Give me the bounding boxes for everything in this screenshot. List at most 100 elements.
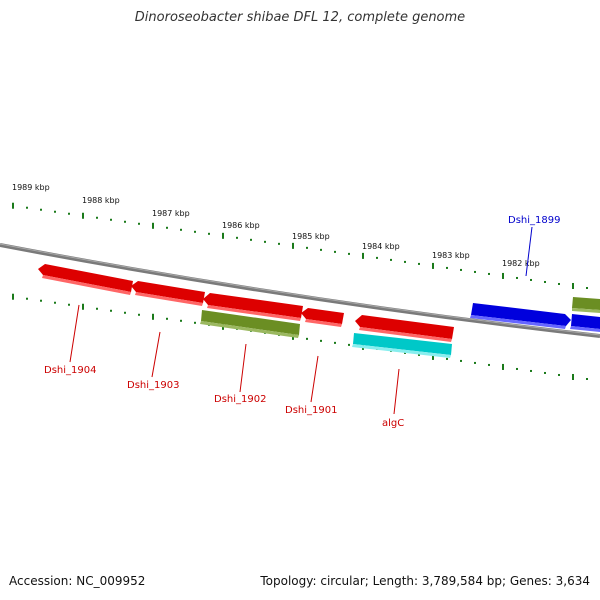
- lower-scale-minor-tick: [306, 337, 308, 340]
- feature-bar-olive-right: [572, 297, 600, 313]
- accession-text: Accession: NC_009952: [9, 574, 146, 588]
- callout-line-dshi-1902: [239, 343, 247, 393]
- kbp-label-1989: 1989 kbp: [12, 183, 50, 192]
- upper-scale-minor-tick: [68, 212, 70, 215]
- callout-line-dshi-1899: [525, 226, 533, 277]
- genome-title: Dinoroseobacter shibae DFL 12, complete …: [134, 10, 466, 25]
- lower-scale-minor-tick: [40, 299, 42, 302]
- upper-scale-minor-tick: [54, 210, 56, 213]
- upper-scale-minor-tick: [530, 278, 532, 281]
- gene-label-dshi-1903[interactable]: Dshi_1903: [127, 380, 179, 391]
- callout-line-dshi-1901: [310, 355, 319, 403]
- upper-scale-minor-tick: [138, 222, 140, 225]
- lower-scale-minor-tick: [586, 377, 588, 380]
- upper-scale-minor-tick: [320, 248, 322, 251]
- kbp-label-1986: 1986 kbp: [222, 221, 260, 230]
- lower-scale-major-tick: [572, 373, 574, 380]
- upper-scale-minor-tick: [208, 232, 210, 235]
- genome-backbone-line: [0, 243, 600, 338]
- lower-scale-major-tick: [12, 293, 14, 300]
- lower-scale-minor-tick: [488, 363, 490, 366]
- upper-scale-minor-tick: [306, 246, 308, 249]
- upper-scale-major-tick: [152, 222, 154, 229]
- upper-scale-minor-tick: [180, 228, 182, 231]
- lower-scale-minor-tick: [124, 311, 126, 314]
- upper-scale-minor-tick: [488, 272, 490, 275]
- genome-backbone-highlight: [0, 243, 600, 336]
- lower-scale-minor-tick: [96, 307, 98, 310]
- lower-scale-minor-tick: [460, 359, 462, 362]
- upper-scale-minor-tick: [404, 260, 406, 263]
- callout-line-dshi-1903: [151, 331, 161, 378]
- kbp-label-1984: 1984 kbp: [362, 242, 400, 251]
- upper-scale-major-tick: [572, 282, 574, 289]
- gene-label-algc[interactable]: algC: [382, 418, 404, 429]
- gene-label-dshi-1904[interactable]: Dshi_1904: [44, 365, 96, 376]
- upper-scale-minor-tick: [124, 220, 126, 223]
- lower-scale-minor-tick: [26, 297, 28, 300]
- upper-scale-minor-tick: [110, 218, 112, 221]
- upper-scale-minor-tick: [334, 250, 336, 253]
- lower-scale-minor-tick: [558, 373, 560, 376]
- gene-arrow-dshi-1903[interactable]: [131, 281, 205, 306]
- gene-arrow-dshi-1904[interactable]: [38, 264, 133, 295]
- feature-bar-cyan-algc: [352, 333, 452, 358]
- lower-scale-minor-tick: [180, 319, 182, 322]
- upper-scale-minor-tick: [348, 252, 350, 255]
- upper-scale-major-tick: [502, 272, 504, 279]
- lower-scale-minor-tick: [516, 367, 518, 370]
- upper-scale-major-tick: [362, 252, 364, 259]
- gene-arrow-dshi-1899[interactable]: [470, 303, 571, 329]
- feature-bar-olive-1902: [200, 310, 300, 338]
- upper-scale-minor-tick: [166, 226, 168, 229]
- kbp-label-1982: 1982 kbp: [502, 259, 540, 268]
- lower-scale-minor-tick: [320, 339, 322, 342]
- upper-scale-major-tick: [12, 202, 14, 209]
- upper-scale-minor-tick: [40, 208, 42, 211]
- upper-tick-scale: [12, 202, 588, 289]
- upper-scale-minor-tick: [446, 266, 448, 269]
- lower-scale-minor-tick: [54, 301, 56, 304]
- gene-arrow-dshi-1901[interactable]: [301, 308, 344, 327]
- lower-scale-minor-tick: [334, 341, 336, 344]
- lower-scale-minor-tick: [418, 353, 420, 356]
- upper-scale-minor-tick: [250, 238, 252, 241]
- gene-arrow-blue-right[interactable]: [570, 314, 600, 332]
- lower-scale-minor-tick: [194, 321, 196, 324]
- lower-scale-minor-tick: [68, 303, 70, 306]
- callout-line-dshi-1904: [69, 304, 80, 363]
- upper-scale-major-tick: [432, 262, 434, 269]
- lower-scale-major-tick: [82, 303, 84, 310]
- upper-scale-minor-tick: [544, 280, 546, 283]
- gene-arrow-dshi-1902[interactable]: [203, 293, 303, 321]
- upper-scale-minor-tick: [278, 242, 280, 245]
- lower-scale-minor-tick: [348, 343, 350, 346]
- genome-stats-text: Topology: circular; Length: 3,789,584 bp…: [260, 574, 590, 588]
- upper-scale-minor-tick: [516, 276, 518, 279]
- upper-scale-minor-tick: [474, 270, 476, 273]
- gene-arrow-algc[interactable]: [355, 315, 454, 342]
- upper-scale-major-tick: [292, 242, 294, 249]
- kbp-label-1985: 1985 kbp: [292, 232, 330, 241]
- upper-scale-minor-tick: [194, 230, 196, 233]
- lower-scale-minor-tick: [110, 309, 112, 312]
- upper-scale-minor-tick: [26, 206, 28, 209]
- lower-scale-minor-tick: [446, 357, 448, 360]
- upper-scale-minor-tick: [376, 256, 378, 259]
- kbp-label-1988: 1988 kbp: [82, 196, 120, 205]
- upper-scale-minor-tick: [586, 286, 588, 289]
- gene-label-dshi-1899[interactable]: Dshi_1899: [508, 215, 560, 226]
- callout-line-algc: [393, 368, 400, 415]
- upper-scale-minor-tick: [236, 236, 238, 239]
- upper-scale-minor-tick: [558, 282, 560, 285]
- gene-label-dshi-1902[interactable]: Dshi_1902: [214, 394, 266, 405]
- kbp-label-1987: 1987 kbp: [152, 209, 190, 218]
- lower-scale-major-tick: [432, 353, 434, 360]
- upper-scale-minor-tick: [96, 216, 98, 219]
- lower-scale-major-tick: [502, 363, 504, 370]
- lower-scale-minor-tick: [530, 369, 532, 372]
- lower-scale-minor-tick: [166, 317, 168, 320]
- gene-label-dshi-1901[interactable]: Dshi_1901: [285, 405, 337, 416]
- lower-scale-minor-tick: [474, 361, 476, 364]
